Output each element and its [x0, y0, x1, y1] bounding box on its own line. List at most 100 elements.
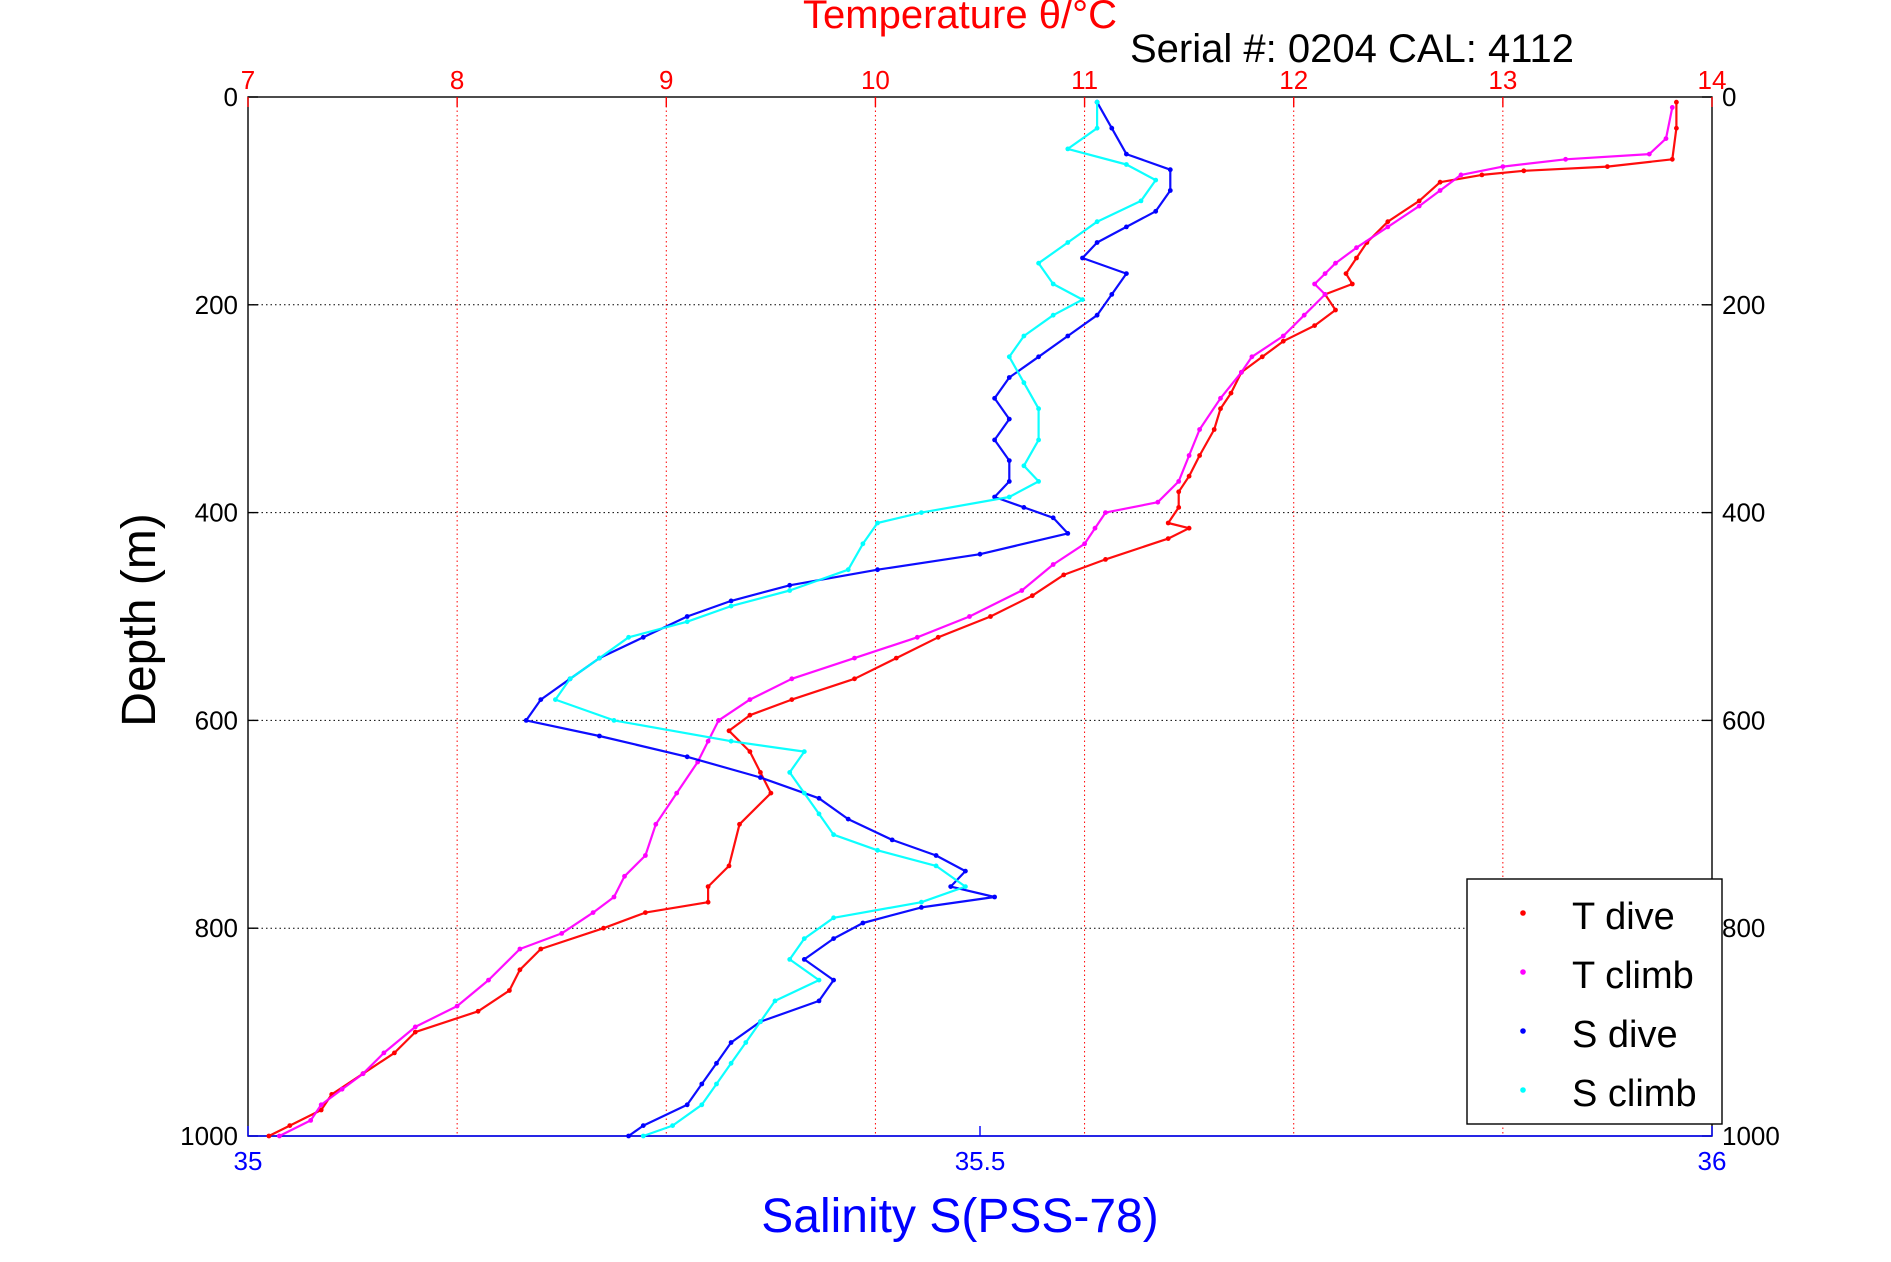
data-point-t-climb — [1333, 260, 1338, 266]
data-point-t-dive — [1437, 179, 1443, 185]
data-point-s-dive — [963, 868, 968, 874]
data-point-s-dive — [1080, 255, 1085, 261]
data-point-t-climb — [653, 821, 659, 827]
data-point-t-climb — [1249, 354, 1255, 360]
data-point-t-dive — [1479, 172, 1485, 178]
data-point-t-dive — [538, 946, 544, 952]
legend-label-t-dive: T dive — [1572, 896, 1675, 938]
data-point-t-dive — [475, 1008, 481, 1014]
data-point-s-climb — [699, 1102, 705, 1108]
data-point-t-dive — [1669, 156, 1675, 162]
data-point-s-dive — [1006, 375, 1012, 380]
data-point-s-climb — [743, 1040, 749, 1045]
data-point-s-climb — [875, 520, 880, 526]
data-point-s-dive — [816, 998, 822, 1004]
top-tick-label: 7 — [241, 65, 255, 95]
data-point-t-dive — [266, 1133, 272, 1139]
data-point-t-dive — [1280, 338, 1286, 344]
series-s-climb — [553, 99, 1159, 1139]
right-tick-label: 600 — [1722, 705, 1765, 735]
top-tick-label: 8 — [450, 65, 464, 95]
data-point-s-climb — [1094, 125, 1100, 131]
data-point-t-climb — [1176, 479, 1182, 484]
data-point-t-climb — [486, 977, 491, 983]
data-point-s-climb — [816, 977, 822, 983]
legend-marker-t-climb — [1520, 969, 1526, 975]
data-point-s-dive — [919, 905, 924, 910]
data-point-t-climb — [1385, 224, 1391, 230]
data-point-t-climb — [1322, 271, 1328, 276]
data-point-t-dive — [1218, 406, 1223, 412]
data-point-t-climb — [1103, 510, 1108, 515]
data-point-t-climb — [716, 718, 721, 723]
data-point-s-climb — [1124, 162, 1129, 167]
data-point-t-dive — [935, 634, 941, 640]
legend-label-s-dive: S dive — [1572, 1014, 1678, 1056]
data-point-s-dive — [831, 977, 836, 983]
data-point-t-climb — [1322, 292, 1328, 297]
data-point-t-climb — [967, 614, 972, 619]
data-point-s-climb — [1021, 463, 1027, 469]
data-point-s-dive — [1021, 505, 1027, 510]
data-point-s-dive — [1124, 224, 1129, 230]
data-point-s-dive — [684, 614, 690, 619]
data-point-t-climb — [1082, 541, 1087, 547]
data-point-s-climb — [1006, 354, 1012, 360]
data-point-s-climb — [860, 541, 866, 547]
data-point-t-climb — [1218, 395, 1223, 401]
data-point-t-dive — [517, 967, 523, 973]
data-point-s-dive — [1109, 125, 1115, 131]
data-point-t-climb — [643, 853, 648, 858]
data-point-t-climb — [1050, 562, 1056, 567]
data-point-s-dive — [626, 1133, 631, 1139]
data-point-t-dive — [1354, 255, 1359, 261]
data-point-s-climb — [553, 697, 558, 702]
data-point-s-dive — [860, 920, 866, 926]
data-point-s-climb — [1065, 146, 1071, 152]
data-point-t-climb — [1280, 333, 1286, 339]
data-point-t-climb — [1437, 188, 1443, 193]
data-point-s-dive — [816, 795, 822, 801]
data-point-s-climb — [831, 832, 836, 838]
left-tick-label: 0 — [224, 82, 238, 112]
data-point-t-dive — [1416, 198, 1422, 204]
data-point-t-climb — [622, 873, 627, 879]
data-point-t-dive — [768, 790, 774, 796]
data-point-s-dive — [684, 754, 690, 760]
data-point-t-climb — [852, 655, 857, 661]
data-point-t-climb — [277, 1133, 282, 1139]
data-point-t-dive — [287, 1123, 293, 1128]
right-tick-label: 400 — [1722, 498, 1765, 528]
data-point-s-dive — [523, 718, 529, 723]
data-point-t-dive — [1674, 125, 1679, 131]
data-point-t-climb — [1197, 427, 1202, 432]
data-point-s-dive — [845, 816, 851, 822]
data-point-t-climb — [1354, 245, 1359, 251]
data-point-t-climb — [517, 946, 523, 952]
data-point-t-dive — [1259, 354, 1265, 360]
right-tick-label: 200 — [1722, 290, 1765, 320]
data-point-s-dive — [889, 837, 895, 843]
data-point-s-climb — [772, 998, 778, 1004]
data-point-s-climb — [801, 749, 807, 754]
data-point-s-dive — [1094, 312, 1100, 318]
top-tick-label: 13 — [1488, 65, 1517, 95]
bottom-axis-label: Salinity S(PSS-78) — [761, 1190, 1158, 1243]
data-point-s-climb — [1094, 99, 1100, 105]
data-point-s-dive — [1065, 531, 1071, 536]
data-point-t-dive — [1103, 557, 1108, 562]
data-point-s-climb — [597, 655, 602, 661]
left-tick-label: 400 — [195, 498, 238, 528]
data-point-t-climb — [318, 1102, 324, 1108]
data-point-s-climb — [801, 790, 807, 796]
data-point-s-climb — [1036, 437, 1041, 443]
data-point-s-climb — [1036, 406, 1041, 412]
bottom-tick-label: 36 — [1698, 1146, 1727, 1176]
series-t-climb — [277, 105, 1675, 1139]
data-point-t-dive — [1186, 473, 1192, 479]
data-point-t-dive — [893, 655, 899, 661]
data-point-t-climb — [339, 1086, 345, 1092]
data-point-s-dive — [640, 634, 646, 640]
data-point-t-climb — [1458, 172, 1464, 178]
